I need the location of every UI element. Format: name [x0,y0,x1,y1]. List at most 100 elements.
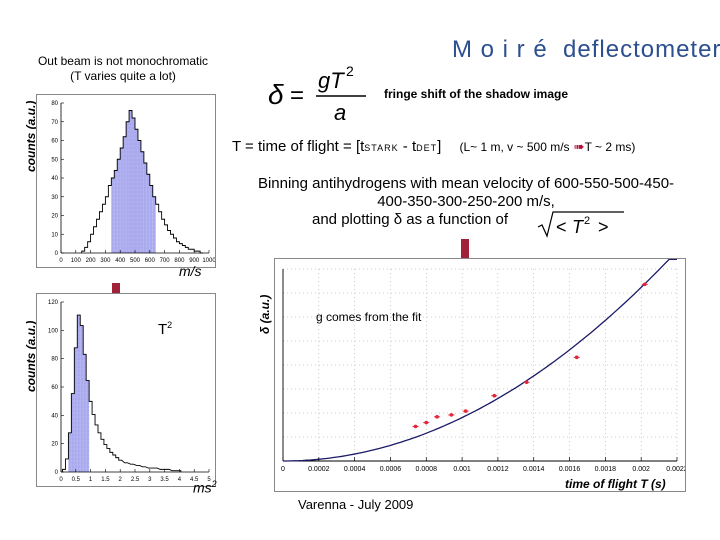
data-point [435,415,439,419]
x-tick-label: 2.5 [131,477,140,483]
x-tick-label: 2 [119,477,123,483]
velocity-histogram: 0 100 200 300 400 500 600 700 800 900 100001020304… [36,94,216,268]
sqrt-t2-formula: < T 2 > [537,211,624,238]
t2-variable-label: T2 [158,320,172,338]
tof-result: T ~ 2 ms) [584,140,636,154]
hist-highlight-bar [146,174,150,253]
tof-definition: T = time of flight = [tSTARK - tDET] (L~… [232,138,635,155]
hist-outline [81,110,204,254]
hist-highlight-bar [77,315,81,472]
t2-variable-sup: 2 [167,320,173,330]
fit-plot-ylabel: δ (a.u.) [258,294,272,334]
out-beam-note: Out beam is not monochromatic (T varies … [18,54,228,84]
x-tick-label: 600 [145,258,156,264]
out-beam-note-line2: (T varies quite a lot) [70,69,176,83]
hist-highlight-bar [152,196,156,253]
x-tick-label: 0.001 [453,466,471,473]
hist-highlight-bar [123,136,127,253]
x-tick-label: 3.5 [160,477,169,483]
x-tick-label: 900 [189,258,200,264]
y-tick-label: 20 [51,442,58,448]
hist-highlight-bar [71,393,75,472]
hist-highlight-bar [86,380,90,472]
svg-text:a: a [334,100,346,125]
fringe-label: fringe shift of the shadow image [384,87,569,101]
x-tick-label: 3 [148,477,152,483]
t2-unit-label: ms2 [193,479,217,496]
y-tick-label: 0 [55,251,59,257]
svg-text:>: > [598,217,609,237]
svg-text:=: = [290,82,304,109]
hist-highlight-bar [117,159,121,253]
x-tick-label: 0 [281,466,285,473]
x-tick-label: 4.5 [190,477,199,483]
y-tick-label: 70 [51,120,58,126]
svg-text:<: < [556,217,567,237]
tof-sub-det: DET [416,143,438,153]
fit-plot-xlabel: time of flight T (s) [565,477,666,491]
y-tick-label: 0 [55,470,59,476]
x-tick-label: 800 [174,258,185,264]
hist-highlight-bar [83,354,87,472]
delta-formula: δ = gT 2 a [268,63,366,125]
svg-text:T: T [572,217,585,237]
data-point [642,282,647,287]
x-tick-label: 0.0006 [380,466,402,473]
fit-annotation: g comes from the fit [316,310,422,324]
x-tick-label: 1000 [202,258,216,264]
x-tick-label: 1.5 [101,477,110,483]
hist-highlight-bar [149,185,153,253]
x-tick-label: 4 [178,477,182,483]
y-tick-label: 60 [51,385,58,391]
hist-highlight-bar [111,178,115,253]
t2-histogram: 0 0.5 1 1.5 2 2.5 3 3.5 4 4.5 5 0 20 40 60 80 100 120 [36,293,216,487]
x-tick-label: 0.0016 [559,466,581,473]
x-tick-label: 0.0002 [308,466,330,473]
y-tick-label: 60 [51,139,58,145]
x-tick-label: 0.5 [72,477,81,483]
x-tick-label: 0.0018 [595,466,617,473]
data-point [424,420,429,425]
footer-text: Varenna - July 2009 [298,497,414,512]
data-point [449,413,454,417]
binning-line1: Binning antihydrogens with mean velocity… [257,175,675,192]
hist-highlight-bar [74,347,78,472]
hist-highlight-bar [135,129,138,253]
data-point [492,393,497,398]
x-tick-label: 1 [89,477,93,483]
y-tick-label: 10 [51,232,58,238]
x-tick-label: 0.0014 [523,466,545,473]
svg-text:2: 2 [346,63,354,79]
svg-text:2: 2 [584,215,590,227]
tof-mid: - t [398,138,417,155]
hist-highlight-bar [140,151,144,253]
tof-sub-stark: STARK [364,143,399,153]
y-tick-label: 40 [51,176,58,182]
hist-highlight-bar [132,118,135,253]
x-tick-label: 0.0012 [487,466,509,473]
y-tick-label: 120 [48,300,59,306]
x-tick-label: 200 [86,258,97,264]
binning-line3: and plotting δ as a function of [312,211,508,228]
t2-variable: T [158,321,168,338]
y-tick-label: 30 [51,195,58,201]
fit-plot: 0 0.0002 0.0004 0.0006 0.0008 0.001 0.0012 0.00… [274,258,686,492]
data-point [413,424,418,429]
hist-highlight-bar [120,148,124,253]
hist-highlight-bar [80,325,84,472]
t2-unit: ms [193,479,212,496]
svg-text:δ: δ [268,79,284,110]
x-tick-label: 0.0008 [416,466,438,473]
y-tick-label: 100 [48,328,59,334]
hist-highlight-bar [126,121,130,253]
data-point [463,409,468,413]
tof-end: ] [437,138,442,155]
tof-main: T = time of flight = [t [232,138,365,155]
binning-line2: 400-350-300-250-200 m/s, [377,193,555,210]
x-tick-label: 400 [115,258,126,264]
tof-params: (L~ 1 m, v ~ 500 m/s [459,140,570,154]
hist-highlight-bar [143,163,147,253]
t2-unit-sup: 2 [211,479,217,489]
slide-title: M o i r é deflectometer [452,36,720,63]
x-tick-label: 700 [160,258,171,264]
